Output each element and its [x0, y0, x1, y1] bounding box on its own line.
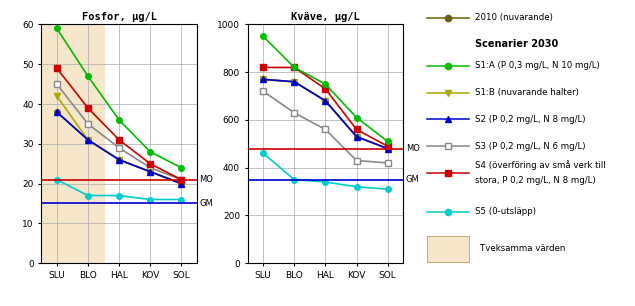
Text: S1:A (P 0,3 mg/L, N 10 mg/L): S1:A (P 0,3 mg/L, N 10 mg/L) — [476, 62, 600, 70]
Text: stora, P 0,2 mg/L, N 8 mg/L): stora, P 0,2 mg/L, N 8 mg/L) — [476, 176, 596, 185]
Title: Fosfor, μg/L: Fosfor, μg/L — [81, 12, 157, 22]
Text: S5 (0-utsläpp): S5 (0-utsläpp) — [476, 207, 537, 216]
Text: S2 (P 0,2 mg/L, N 8 mg/L): S2 (P 0,2 mg/L, N 8 mg/L) — [476, 115, 586, 124]
Text: GM: GM — [406, 175, 420, 184]
Text: S1:B (nuvarande halter): S1:B (nuvarande halter) — [476, 88, 579, 97]
Text: S3 (P 0,2 mg/L, N 6 mg/L): S3 (P 0,2 mg/L, N 6 mg/L) — [476, 142, 586, 151]
Text: GM: GM — [199, 199, 213, 208]
FancyBboxPatch shape — [427, 236, 469, 262]
Text: 2010 (nuvarande): 2010 (nuvarande) — [476, 13, 553, 22]
Bar — [41, 24, 72, 263]
Text: S4 (överföring av små verk till: S4 (överföring av små verk till — [476, 160, 606, 170]
Bar — [72, 24, 104, 263]
Text: Scenarier 2030: Scenarier 2030 — [476, 39, 559, 49]
Text: MO: MO — [199, 175, 213, 184]
Text: MO: MO — [406, 144, 420, 153]
Text: Tveksamma värden: Tveksamma värden — [479, 244, 565, 253]
Title: Kväve, μg/L: Kväve, μg/L — [291, 12, 360, 22]
